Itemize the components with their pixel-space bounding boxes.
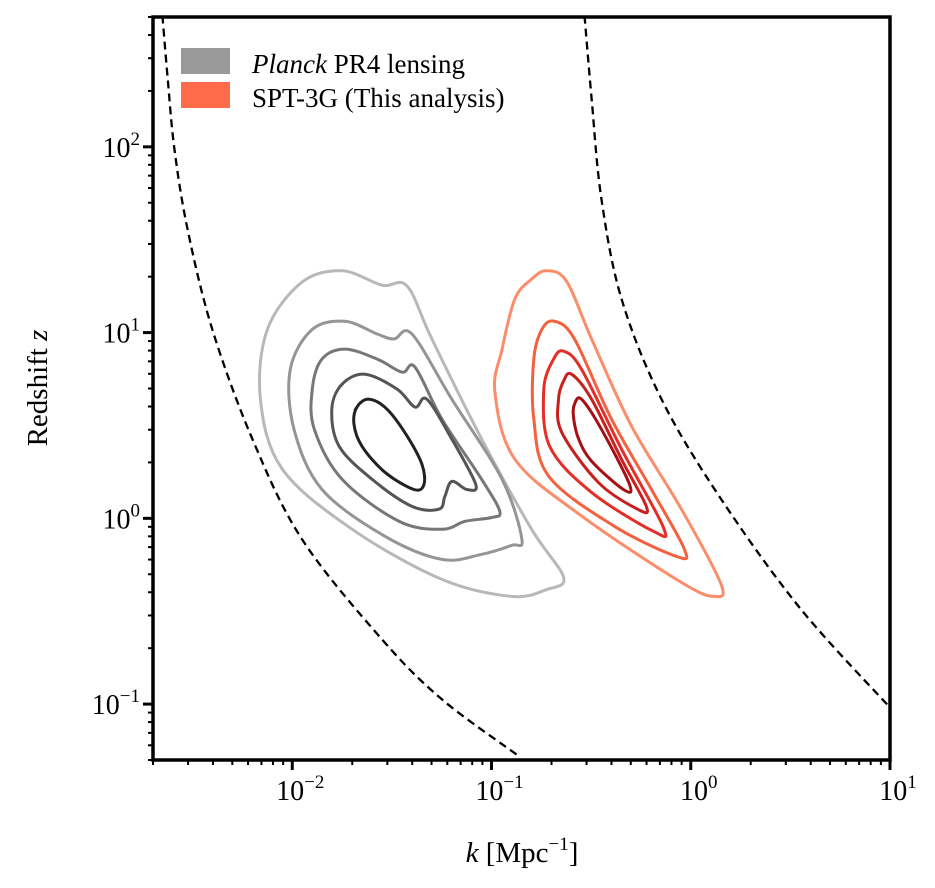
axis-ticks: 10−2 10−1 100 101 10−1 100 101 102 — [92, 16, 917, 807]
x-tick-label: 10−2 — [276, 772, 324, 807]
contour-planck-level-2 — [287, 319, 524, 562]
x-axis-label: k [Mpc−1] — [466, 834, 579, 869]
legend: Planck PR4 lensing SPT-3G (This analysis… — [181, 48, 505, 113]
y-tick-label: 101 — [103, 315, 141, 350]
dashed-line-1 — [161, 17, 518, 756]
contour-planck-level-4 — [330, 372, 478, 512]
plot-area — [161, 17, 890, 756]
x-tick-label: 100 — [680, 772, 718, 807]
legend-label-spt3g: SPT-3G (This analysis) — [252, 83, 505, 113]
legend-label-planck: Planck PR4 lensing — [251, 49, 465, 79]
contour-spt3g-level-3 — [541, 349, 668, 539]
y-tick-label: 10−1 — [92, 686, 140, 721]
contour-planck-level-5 — [352, 397, 427, 492]
axes-frame — [151, 15, 892, 762]
y-axis-label: Redshift z — [22, 330, 54, 447]
x-tick-label: 101 — [879, 772, 917, 807]
contour-spt3g-level-2 — [530, 319, 689, 561]
dashed-line-2 — [583, 17, 890, 709]
contour-planck-level-1 — [257, 269, 566, 599]
contour-spt3g-level-4 — [555, 371, 649, 515]
y-tick-label: 102 — [103, 129, 141, 164]
legend-swatch-spt3g — [181, 82, 230, 108]
x-tick-label: 10−1 — [475, 772, 523, 807]
contour-spt3g-level-5 — [571, 396, 633, 494]
legend-swatch-planck — [181, 48, 230, 74]
contour-spt3g-level-1 — [492, 269, 725, 599]
y-tick-label: 100 — [103, 500, 141, 535]
contour-planck-level-3 — [309, 347, 502, 531]
